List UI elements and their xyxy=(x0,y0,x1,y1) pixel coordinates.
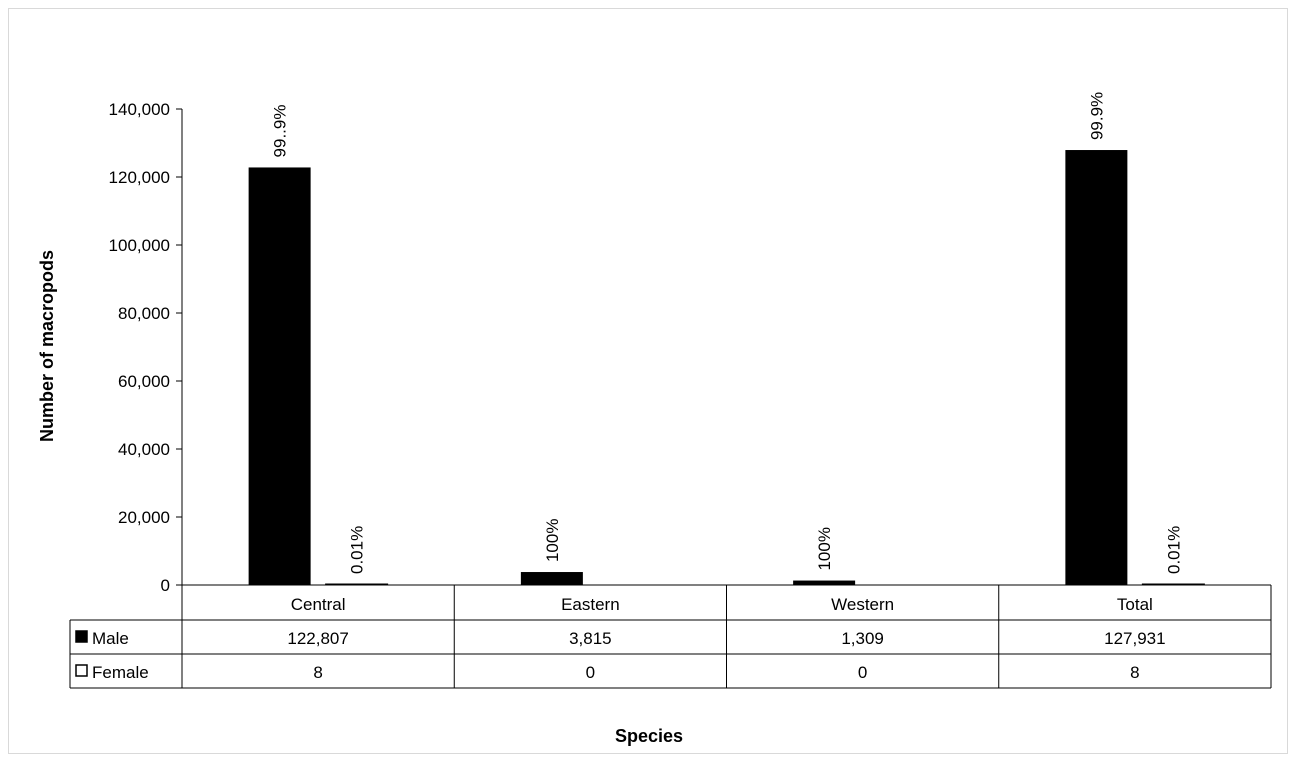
bars xyxy=(248,150,1205,586)
data-labels: 99..9% 0.01% 100% 100% 99.9% 0.01% xyxy=(271,92,1184,574)
chart-frame: 0 20,000 40,000 60,000 80,000 100,000 120,000 1… xyxy=(8,8,1288,754)
data-label-female-total: 0.01% xyxy=(1164,526,1183,574)
data-table: Central Eastern Western Total Male 122,807 3,8… xyxy=(69,584,1272,689)
y-tick-label: 120,000 xyxy=(109,168,170,187)
y-tick-label: 40,000 xyxy=(118,440,170,459)
data-label-male-total: 99.9% xyxy=(1087,92,1106,140)
data-label-male-central: 99..9% xyxy=(271,105,290,158)
y-tick-label: 0 xyxy=(161,576,170,595)
x-category-label: Total xyxy=(1117,595,1153,614)
legend-key-female xyxy=(75,664,88,677)
bar-male-eastern xyxy=(520,572,583,585)
table-cell-female: 0 xyxy=(586,663,595,682)
table-cell-male: 3,815 xyxy=(569,629,612,648)
y-tick-label: 140,000 xyxy=(109,100,170,119)
y-tick-label: 60,000 xyxy=(118,372,170,391)
data-label-male-eastern: 100% xyxy=(543,519,562,562)
table-cell-male: 122,807 xyxy=(287,629,348,648)
y-axis: 0 20,000 40,000 60,000 80,000 100,000 120,000 1… xyxy=(109,100,183,595)
legend-key-male xyxy=(75,630,88,643)
table-cell-female: 0 xyxy=(858,663,867,682)
legend-label-female: Female xyxy=(92,663,149,682)
x-category-label: Eastern xyxy=(561,595,620,614)
data-label-male-western: 100% xyxy=(815,527,834,570)
legend-label-male: Male xyxy=(92,629,129,648)
chart-svg: 0 20,000 40,000 60,000 80,000 100,000 120,000 1… xyxy=(37,92,1272,746)
bar-male-central xyxy=(248,167,311,585)
y-tick-label: 20,000 xyxy=(118,508,170,527)
data-label-female-central: 0.01% xyxy=(348,526,367,574)
y-axis-title: Number of macropods xyxy=(37,250,57,442)
bar-male-western xyxy=(793,580,856,585)
table-cell-male: 127,931 xyxy=(1104,629,1165,648)
table-cell-female: 8 xyxy=(1130,663,1139,682)
bar-male-total xyxy=(1065,150,1128,585)
table-cell-male: 1,309 xyxy=(841,629,884,648)
y-tick-label: 80,000 xyxy=(118,304,170,323)
x-category-label: Central xyxy=(291,595,346,614)
x-axis-title: Species xyxy=(615,726,683,746)
y-tick-label: 100,000 xyxy=(109,236,170,255)
table-cell-female: 8 xyxy=(313,663,322,682)
x-category-label: Western xyxy=(831,595,894,614)
